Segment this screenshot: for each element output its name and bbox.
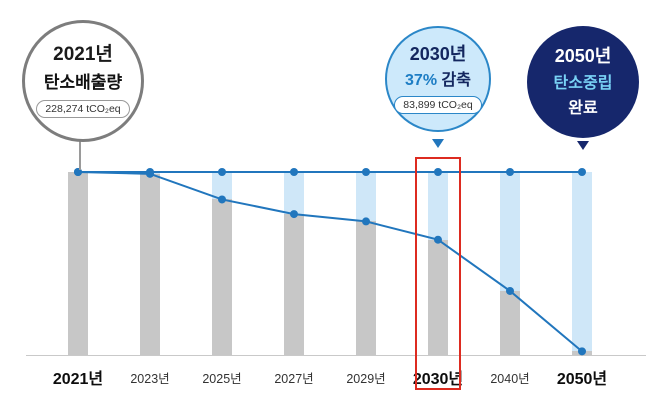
x-label-2021년: 2021년 [52,371,104,388]
bar-emission-2023년 [140,173,160,355]
x-label-2050년: 2050년 [556,371,608,388]
x-label-2027년: 2027년 [274,372,314,386]
x-label-2030년: 2030년 [412,371,464,388]
annotation-2021-circle: 2021년 탄소배출량 228,274 tCO₂eq [22,20,144,142]
highlight-2030-box [415,157,461,390]
annotation-2050-year: 2050년 [554,45,612,66]
leader-line-2021 [79,141,81,170]
annotation-2021-title: 탄소배출량 [43,72,123,92]
bar-baseline-2050년 [572,172,592,355]
bar-emission-2040년 [500,290,520,355]
annotation-2030-percent: 37% [405,71,438,89]
x-label-2025년: 2025년 [202,372,242,386]
annotation-2050-complete: 완료 [568,100,598,118]
annotation-2030-year: 2030년 [409,44,467,65]
x-label-2023년: 2023년 [130,372,170,386]
bar-emission-2050년 [572,351,592,355]
annotation-2050-neutral: 탄소중립 [553,75,613,93]
pointer-triangle-2030 [432,139,444,148]
bar-emission-2027년 [284,214,304,355]
bar-emission-2021년 [68,172,88,355]
annotation-2030-circle: 2030년 37% 감축 83,899 tCO₂eq [385,26,491,132]
bar-emission-2029년 [356,221,376,355]
x-label-2029년: 2029년 [346,372,386,386]
annotation-2030-reduction-label: 감축 [437,71,471,89]
annotation-2030-reduction: 37% 감축 [405,66,471,90]
bar-emission-2025년 [212,199,232,355]
annotation-2050-circle: 2050년 탄소중립 완료 [527,26,639,138]
pointer-triangle-2050 [577,141,589,150]
x-axis-line [26,355,646,356]
annotation-2021-value-badge: 228,274 tCO₂eq [36,99,130,118]
annotation-2030-value-badge: 83,899 tCO₂eq [394,95,482,114]
x-label-2040년: 2040년 [490,372,530,386]
annotation-2021-year: 2021년 [53,44,113,66]
